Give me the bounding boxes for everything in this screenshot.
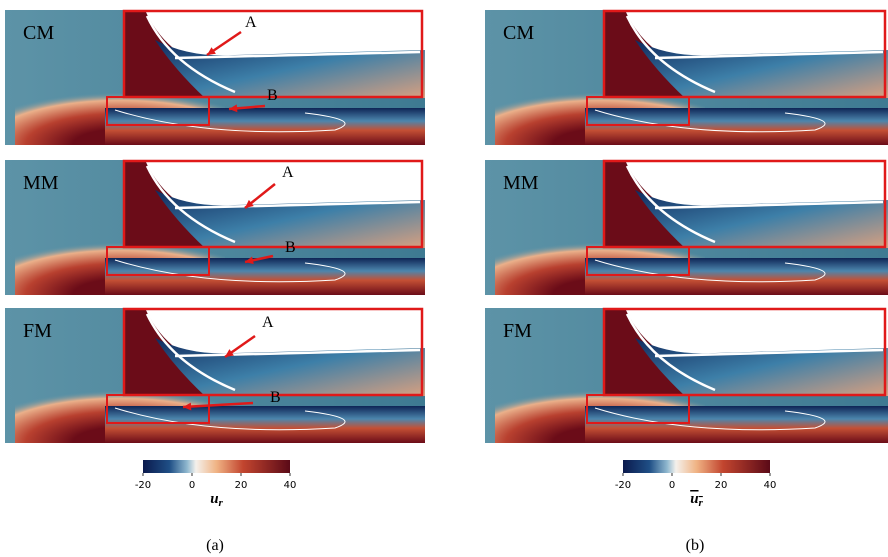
strip <box>105 108 425 145</box>
strip <box>585 406 888 443</box>
colorbar-label: ur <box>690 491 703 509</box>
annotation-label: A <box>262 314 274 331</box>
row-label: MM <box>503 172 539 194</box>
annotation-arrowhead <box>207 47 216 55</box>
panel-label: (b) <box>686 537 705 554</box>
colorbar-tick-label: -20 <box>135 480 151 491</box>
inset-box <box>602 9 887 99</box>
inset-box <box>122 9 424 99</box>
annotation-arrowhead <box>245 256 254 265</box>
subscript: r <box>699 497 704 509</box>
strip <box>105 406 425 443</box>
field-row: CM A B <box>5 9 425 145</box>
inset-contour <box>625 313 884 392</box>
colorbar-tick-label: -20 <box>615 480 631 491</box>
field-row: MM A B <box>5 159 425 295</box>
colorbar-tick-label: 40 <box>764 480 777 491</box>
inset-contour <box>625 165 884 244</box>
annotation-arrowhead <box>225 349 234 357</box>
annotation-label: B <box>285 239 296 256</box>
annotation-arrowhead <box>229 104 238 113</box>
field-row: MM <box>485 159 888 295</box>
row-label: FM <box>503 320 532 342</box>
strip-contour <box>594 407 826 431</box>
inset-contour <box>625 15 884 94</box>
annotation-arrowhead <box>183 402 192 411</box>
colorbar-tick-label: 20 <box>235 480 248 491</box>
zoom-box <box>586 246 690 276</box>
field-row: CM <box>485 9 888 145</box>
symbol: u <box>210 491 218 507</box>
row-label: FM <box>23 320 52 342</box>
inset-box <box>602 159 887 249</box>
colorbar-label: ur <box>210 491 223 509</box>
panel-label: (a) <box>206 537 224 554</box>
annotation-label: A <box>245 14 257 31</box>
annotation-label: B <box>267 87 278 104</box>
annotation-arrowhead <box>245 199 254 208</box>
row-label: CM <box>503 22 534 44</box>
strip-contour <box>594 259 826 283</box>
row-label: CM <box>23 22 54 44</box>
zoom-box <box>586 96 690 126</box>
field-row: FM <box>485 307 888 443</box>
subscript: r <box>219 497 224 509</box>
colorbar <box>623 460 770 473</box>
annotation-label: B <box>270 389 281 406</box>
strip-contour <box>114 259 346 283</box>
row-label: MM <box>23 172 59 194</box>
zoom-box <box>106 96 210 126</box>
inset-contour <box>145 165 421 244</box>
inset-box <box>122 159 424 249</box>
annotation-label: A <box>282 164 294 181</box>
strip <box>585 108 888 145</box>
inset-box <box>122 307 424 397</box>
field-row: FM A B <box>5 307 425 443</box>
zoom-box <box>586 394 690 424</box>
inset-contour <box>145 15 421 94</box>
zoom-box <box>106 394 210 424</box>
inset-box <box>602 307 887 397</box>
symbol: u <box>690 491 698 507</box>
zoom-box <box>106 246 210 276</box>
strip-contour <box>114 109 346 133</box>
colorbar-tick-label: 0 <box>669 480 675 491</box>
inset-contour <box>145 313 421 392</box>
colorbar-tick-label: 0 <box>189 480 195 491</box>
colorbar-tick-label: 40 <box>284 480 297 491</box>
strip-contour <box>114 407 346 431</box>
strip <box>105 258 425 295</box>
colorbar-tick-label: 20 <box>715 480 728 491</box>
colorbar <box>143 460 290 473</box>
strip-contour <box>594 109 826 133</box>
strip <box>585 258 888 295</box>
annotation-arrow <box>182 401 254 409</box>
